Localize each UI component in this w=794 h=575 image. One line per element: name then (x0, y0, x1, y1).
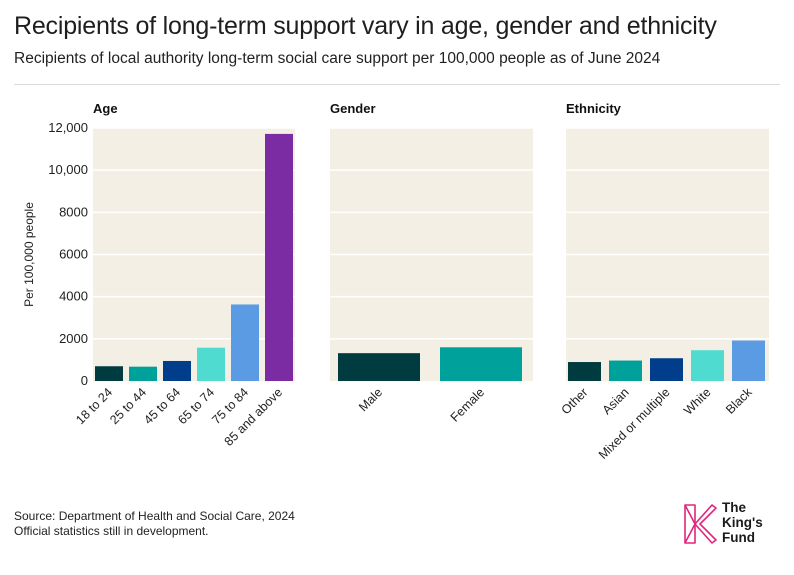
category-label: Other (559, 385, 591, 417)
panel-title-ethnicity: Ethnicity (566, 101, 622, 116)
bar-mixed-or-multiple (650, 358, 683, 381)
category-label: Asian (600, 385, 632, 417)
category-label: Mixed or multiple (596, 385, 673, 462)
category-label: White (681, 385, 714, 418)
kings-fund-logo: The King's Fund (682, 500, 782, 550)
bar-65-to-74 (197, 347, 225, 381)
chart-title: Recipients of long-term support vary in … (14, 12, 717, 40)
y-tick-label: 4000 (59, 289, 88, 304)
bar-female (440, 347, 522, 381)
panel-title-age: Age (93, 101, 118, 116)
logo-line-2: King's (722, 515, 763, 530)
panel-title-gender: Gender (330, 101, 376, 116)
bar-25-to-44 (129, 366, 157, 381)
bar-85-and-above (265, 133, 293, 381)
category-label: Female (448, 385, 487, 424)
y-tick-label: 10,000 (48, 162, 88, 177)
y-axis-label: Per 100,000 people (22, 202, 36, 307)
bar-45-to-64 (163, 360, 191, 381)
header-divider (14, 84, 780, 85)
footer: Source: Department of Health and Social … (14, 509, 295, 539)
y-tick-label: 6000 (59, 247, 88, 262)
y-tick-label: 2000 (59, 331, 88, 346)
category-label: 45 to 64 (141, 385, 183, 427)
bar-18-to-24 (95, 366, 123, 381)
chart-area: 0 2000 4000 6000 8000 10,000 12,000 Per 100,000… (22, 101, 769, 462)
category-label: Male (356, 385, 385, 414)
logo-mark-icon (684, 504, 717, 544)
bar-black (732, 340, 765, 381)
logo-text: The King's Fund (722, 500, 763, 545)
statistics-note: Official statistics still in development… (14, 524, 209, 538)
bar-male (338, 353, 420, 381)
chart-subtitle: Recipients of local authority long-term … (14, 50, 661, 67)
bar-75-to-84 (231, 304, 259, 381)
y-tick-label: 12,000 (48, 120, 88, 135)
y-tick-label: 0 (81, 373, 88, 388)
bar-other (568, 362, 601, 381)
bar-asian (609, 360, 642, 381)
y-tick-label: 8000 (59, 204, 88, 219)
category-label: Black (723, 385, 755, 417)
category-label: 18 to 24 (73, 385, 115, 427)
logo-line-1: The (722, 500, 747, 515)
bar-white (691, 350, 724, 381)
logo-line-3: Fund (722, 530, 755, 545)
category-label: 25 to 44 (107, 385, 149, 427)
category-label: 65 to 74 (175, 385, 217, 427)
source-note: Source: Department of Health and Social … (14, 509, 295, 523)
